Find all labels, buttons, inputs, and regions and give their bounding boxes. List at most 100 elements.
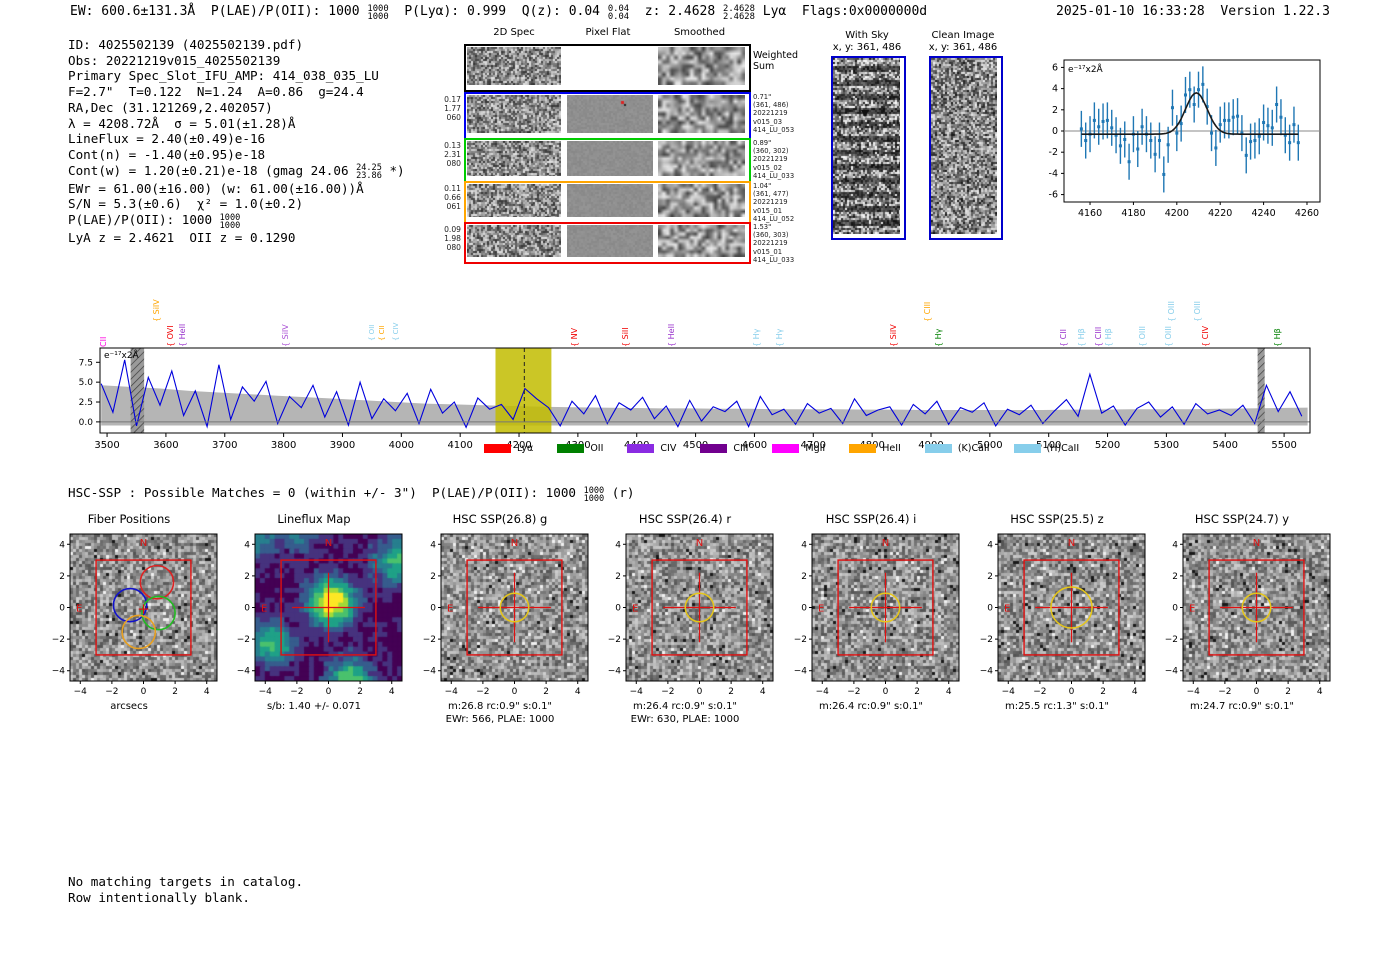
fiber-row-weights: 0.17 1.77 060 [439,95,461,122]
cutout-xlabel: m:26.4 rc:0.9" s:0.1" [632,701,738,712]
fiber-id-line: (360, 302) [753,147,789,156]
main-ylabel: e⁻¹⁷x2Å [104,349,140,361]
svg-text:−4: −4 [74,687,88,697]
fiber-circle [121,614,157,650]
info-line: Cont(n) = -1.40(±0.95)e-18 [68,146,266,162]
fiber-id-line: v015_02 [753,163,783,172]
smoothed-image [658,141,745,176]
spec2d-fiber-row [464,92,751,140]
legend-label: HeII [882,443,901,454]
spectrum-legend: Lyα OII CIV CIII MgII HeII (K)CaII (H)CaII [484,443,1103,454]
aperture-circle [684,592,715,623]
info-line: Primary Spec_Slot_IFU_AMP: 414_038_035_L… [68,68,379,84]
svg-text:0: 0 [512,687,518,697]
svg-text:2.5: 2.5 [79,398,93,408]
svg-text:-6: -6 [1049,190,1058,201]
svg-text:4240: 4240 [1251,208,1275,219]
fiber-id-line: 20221219 [753,109,788,118]
compass-north: N [696,538,703,549]
stacked-fraction: 1000 1000 [367,3,389,22]
fiber-id-line: 1.04" [753,182,772,190]
svg-text:−2: −2 [794,635,807,645]
svg-text:−4: −4 [237,667,251,677]
legend-label: OII [590,443,604,454]
fiber-id-line: 414_LU_052 [753,214,795,223]
legend-swatch [849,444,877,453]
cutout-overlay: −4 −4 −2 −2 0 0 2 2 4 4 N E [980,533,1146,697]
info-line: LyA z = 2.4621 OII z = 0.1290 [68,229,296,245]
svg-text:6: 6 [1052,62,1058,73]
fiber-weight-value: 0.17 [444,95,461,104]
legend-item: (H)CaII [1013,443,1079,454]
svg-text:0: 0 [430,604,436,614]
svg-text:−4: −4 [445,687,459,697]
fiber-row-id: 1.04" (361, 477) 20221219 v015_01 414_LU_052 [753,182,815,223]
compass-east: E [261,604,267,615]
pixel-flat-image [567,95,653,133]
svg-text:5500: 5500 [1271,440,1296,451]
fiber-weight-value: 0.11 [444,184,461,193]
svg-text:4000: 4000 [389,440,414,451]
legend-swatch [1013,444,1041,453]
svg-text:4100: 4100 [447,440,472,451]
svg-text:4200: 4200 [506,440,531,451]
cutout-ew-plae: EWr: 566, PLAE: 1000 [445,714,555,725]
svg-text:5100: 5100 [1036,440,1061,451]
svg-text:2: 2 [59,572,65,582]
svg-text:4: 4 [1052,84,1058,95]
fiber-id-line: (361, 477) [753,190,789,199]
svg-text:4220: 4220 [1208,208,1232,219]
compass-east: E [76,604,82,615]
fiber-weight-value: 1.77 [444,104,461,113]
smoothed-image [658,95,745,133]
cutout-xlabel: m:26.8 rc:0.9" s:0.1" [447,701,553,712]
svg-text:0: 0 [244,604,250,614]
svg-text:4200: 4200 [1165,208,1189,219]
stacked-fraction: 1000 1000 [583,485,605,504]
svg-text:4: 4 [430,540,436,550]
cutout-overlay: −4 −4 −2 −2 0 0 2 2 4 4 N E [608,533,774,697]
cutout-panel-title: Fiber Positions [87,512,171,526]
info-line: λ = 4208.72Å σ = 5.01(±1.28)Å [68,115,296,131]
info-line: RA,Dec (31.121269,2.402057) [68,99,273,115]
cutout-ew-plae: EWr: 630, PLAE: 1000 [630,714,740,725]
cutout-panel-title: HSC SSP(24.7) y [1194,512,1290,526]
compass-north: N [1253,538,1260,549]
svg-text:4: 4 [1172,540,1178,550]
compass-east: E [818,604,824,615]
fiber-id-line: v015_03 [753,117,783,126]
svg-text:4: 4 [389,687,395,697]
cutout-panel-title: HSC SSP(25.5) z [1010,512,1104,526]
full-spectrum-plot: 3500360037003800390040004100420043004400… [79,347,1311,451]
footer-note: No matching targets in catalog. Row inte… [68,874,303,905]
cutout-overlay: −4 −4 −2 −2 0 0 2 2 4 4 N E [423,533,589,697]
fiber-marker-arrow-icon [861,110,869,117]
cutout-overlay: −4 −4 −2 −2 0 0 2 2 4 4 N E [237,533,403,697]
fiber-id-line: 414_LU_033 [753,171,795,180]
svg-text:−4: −4 [630,687,644,697]
aperture-circle [499,592,530,623]
svg-text:−4: −4 [608,667,622,677]
legend-label: CIV [660,443,677,454]
svg-text:−4: −4 [259,687,273,697]
footer-line: Row intentionally blank. [68,889,250,905]
footer-line: No matching targets in catalog. [68,874,304,889]
cutout-overlay: −4 −4 −2 −2 0 0 2 2 4 4 N E [1165,533,1331,697]
fiber-row-id: 1.53" (360, 303) 20221219 v015_01 414_LU_033 [753,223,815,264]
fiber-weight-value: 0.09 [444,225,461,234]
svg-text:4: 4 [1317,687,1323,697]
svg-text:2: 2 [543,687,549,697]
svg-text:−2: −2 [476,687,489,697]
spec2d-image [467,141,561,176]
svg-text:−2: −2 [1165,635,1178,645]
svg-text:3800: 3800 [271,440,296,451]
legend-item: HeII [849,443,901,454]
fiber-id-line: 1.53" [753,223,772,231]
fiber-id-line: 20221219 [753,155,788,164]
svg-text:4: 4 [575,687,581,697]
svg-text:4: 4 [801,540,807,550]
